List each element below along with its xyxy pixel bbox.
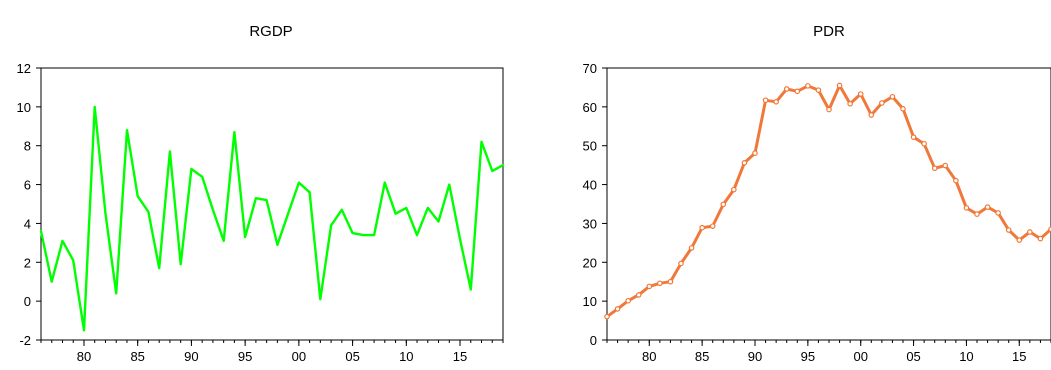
rgdp-chart: RGDP -2 0 2 4 6 8 10 12 80 85 90 95 00 05 10 15	[17, 23, 505, 364]
rgdp-y-tick-label: 0	[24, 294, 31, 309]
pdr-data-point	[921, 140, 927, 147]
pdr-data-point	[815, 87, 822, 93]
pdr-series-line	[605, 84, 1051, 319]
pdr-data-point	[879, 100, 885, 106]
pdr-data-point	[688, 245, 695, 251]
pdr-data-point	[1048, 226, 1051, 233]
pdr-data-point	[678, 260, 684, 267]
pdr-data-point	[836, 82, 843, 89]
pdr-y-tick-label: 60	[583, 100, 597, 115]
pdr-y-tick-label: 10	[583, 294, 597, 309]
rgdp-y-tick-label: 6	[24, 178, 31, 193]
pdr-x-tick-label: 90	[748, 349, 762, 364]
pdr-data-point	[963, 205, 970, 211]
pdr-data-point	[931, 165, 938, 172]
rgdp-y-tick-label: 10	[17, 100, 31, 115]
rgdp-x-tick-label: 00	[292, 349, 306, 364]
pdr-data-point	[889, 93, 896, 100]
pdr-data-point	[773, 99, 779, 105]
pdr-data-point	[984, 204, 991, 210]
rgdp-x-tick-label: 05	[345, 349, 359, 364]
pdr-data-point	[868, 112, 875, 118]
pdr-data-point	[731, 186, 737, 193]
pdr-data-point	[709, 223, 716, 229]
pdr-chart-title: PDR	[813, 23, 845, 40]
pdr-chart: PDR 0 10 20 30 40 50 60 70 80 85 90 95 00 05 10 15	[583, 23, 1051, 364]
pdr-data-point	[1005, 227, 1012, 233]
pdr-data-point	[667, 278, 674, 285]
pdr-x-tick-label: 15	[1012, 349, 1026, 364]
pdr-data-point	[910, 134, 917, 140]
pdr-data-point	[625, 297, 631, 304]
pdr-x-tick-label: 00	[853, 349, 867, 364]
pdr-data-point	[604, 313, 610, 320]
pdr-x-tick-label: 05	[906, 349, 920, 364]
pdr-data-point	[614, 306, 621, 312]
pdr-data-point	[826, 106, 832, 113]
pdr-data-point	[1037, 235, 1044, 242]
pdr-data-point	[1027, 229, 1033, 235]
rgdp-chart-title: RGDP	[249, 23, 292, 40]
pdr-data-point	[1016, 237, 1023, 243]
pdr-data-point	[720, 201, 727, 208]
pdr-data-point	[699, 224, 705, 231]
pdr-y-tick-label: 40	[583, 178, 597, 193]
rgdp-x-tick-label: 15	[453, 349, 467, 364]
pdr-data-point	[794, 88, 801, 95]
pdr-data-point	[857, 91, 864, 97]
pdr-data-point	[741, 160, 748, 166]
pdr-y-tick-label: 70	[583, 61, 597, 76]
pdr-y-tick-label: 20	[583, 255, 597, 270]
pdr-data-point	[995, 210, 1001, 216]
pdr-data-point	[847, 100, 853, 107]
pdr-x-tick-label: 95	[801, 349, 815, 364]
rgdp-plot-frame	[40, 67, 504, 341]
pdr-data-point	[805, 83, 811, 89]
pdr-data-point	[783, 86, 790, 92]
pdr-data-point	[974, 211, 980, 217]
pdr-y-tick-label: 50	[583, 139, 597, 154]
pdr-data-point	[635, 292, 642, 298]
rgdp-x-tick-label: 10	[399, 349, 413, 364]
rgdp-x-tick-label: 95	[238, 349, 252, 364]
rgdp-x-tick-label: 90	[184, 349, 198, 364]
rgdp-y-tick-label: 2	[24, 255, 31, 270]
pdr-data-point	[657, 280, 663, 287]
pdr-y-tick-label: 0	[590, 333, 597, 348]
pdr-x-tick-label: 80	[642, 349, 656, 364]
rgdp-y-tick-label: -2	[19, 333, 31, 348]
rgdp-series-line	[39, 105, 505, 332]
pdr-data-point	[762, 97, 769, 104]
rgdp-x-tick-label: 80	[77, 349, 91, 364]
pdr-x-tick-label: 10	[959, 349, 973, 364]
pdr-data-point	[900, 106, 906, 112]
pdr-data-point	[953, 177, 959, 184]
rgdp-y-tick-label: 12	[17, 61, 31, 76]
pdr-data-point	[646, 283, 653, 290]
rgdp-y-tick-label: 4	[24, 216, 31, 231]
pdr-y-tick-label: 30	[583, 216, 597, 231]
pdr-data-point	[942, 162, 949, 169]
pdr-data-point	[752, 150, 758, 156]
rgdp-x-tick-label: 85	[130, 349, 144, 364]
pdr-x-tick-label: 85	[695, 349, 709, 364]
rgdp-y-tick-label: 8	[24, 139, 31, 154]
